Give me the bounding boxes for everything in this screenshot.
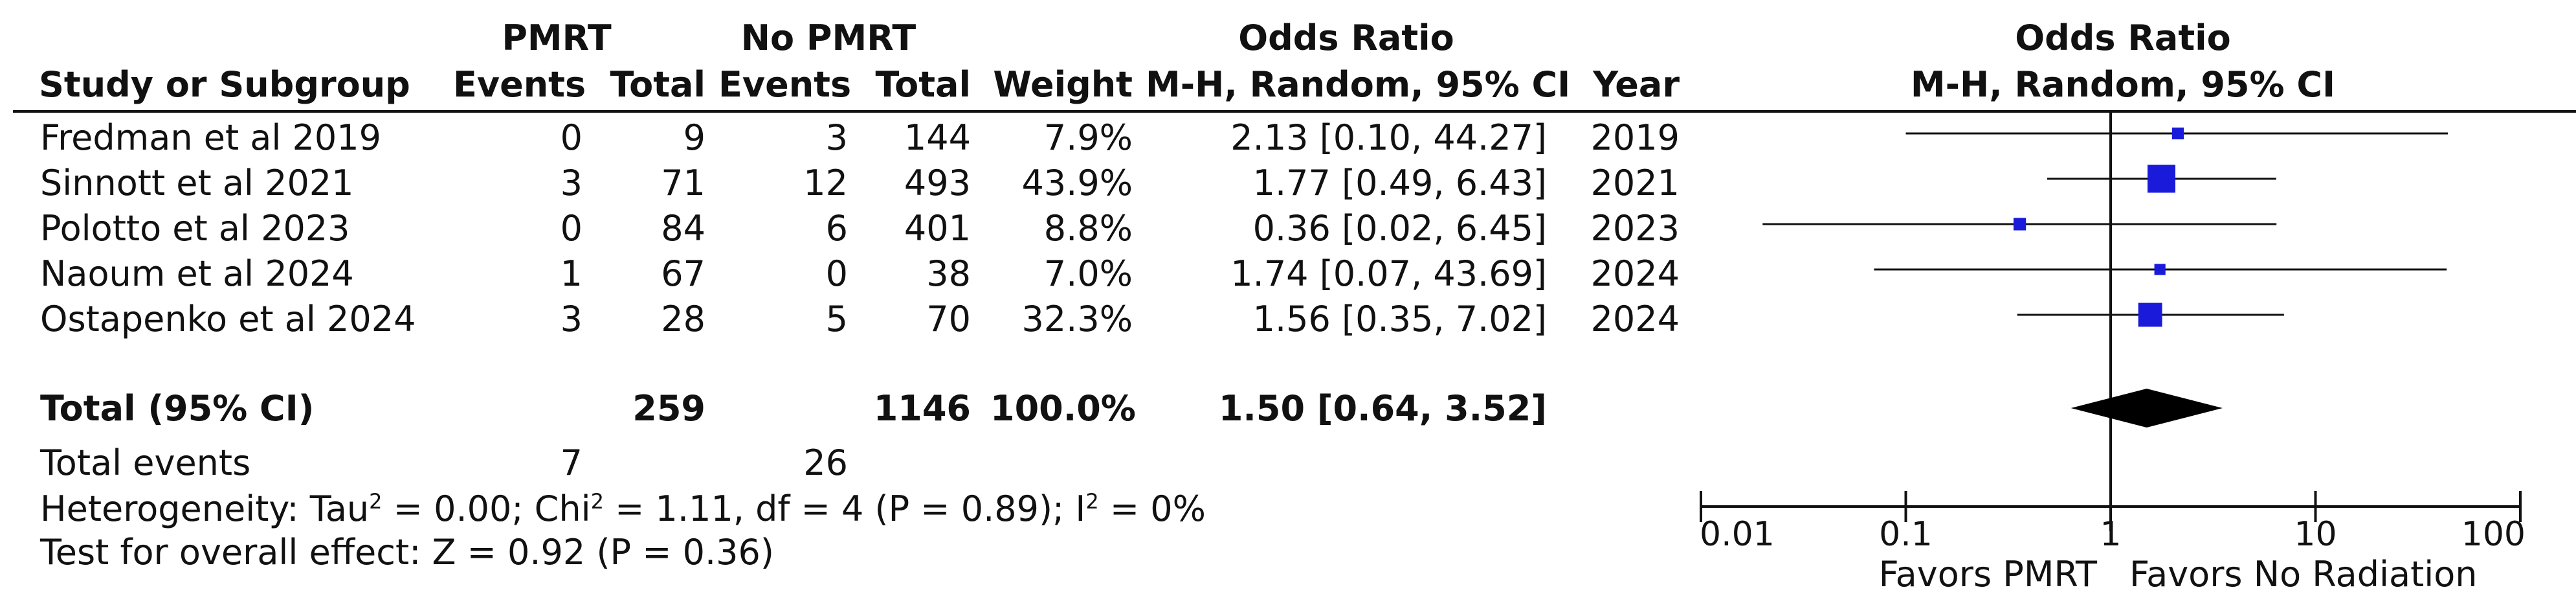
- weight-cell: 32.3%: [1021, 299, 1133, 339]
- x-tick-label: 10: [2294, 515, 2337, 554]
- total1-cell: 71: [661, 163, 705, 203]
- total1-cell: 84: [661, 208, 705, 249]
- ci-cell: 0.36 [0.02, 6.45]: [1252, 208, 1547, 249]
- total-weight: 100.0%: [990, 388, 1136, 429]
- weight-cell: 8.8%: [1043, 208, 1133, 249]
- weight-cell: 43.9%: [1021, 163, 1133, 203]
- header-or-table: Odds Ratio: [1238, 17, 1454, 58]
- events2-cell: 3: [825, 117, 848, 158]
- total-events1: 7: [560, 442, 583, 483]
- x-tick-label: 0.1: [1879, 515, 1933, 554]
- ci-cell: 1.56 [0.35, 7.02]: [1252, 299, 1547, 339]
- weight-cell: 7.0%: [1043, 253, 1133, 294]
- ci-cell: 2.13 [0.10, 44.27]: [1230, 117, 1547, 158]
- total1-cell: 9: [683, 117, 705, 158]
- total1-cell: 67: [661, 253, 705, 294]
- header-events1: Events: [453, 64, 586, 105]
- x-tick-label: 100: [2461, 515, 2526, 554]
- events1-cell: 1: [560, 253, 583, 294]
- x-tick-label: 1: [2100, 515, 2121, 554]
- total2-sum: 1146: [873, 388, 971, 429]
- total1-cell: 28: [661, 299, 705, 339]
- events1-cell: 0: [560, 208, 583, 249]
- study-marker: [2147, 165, 2175, 193]
- header-events2: Events: [718, 64, 852, 105]
- ci-cell: 1.77 [0.49, 6.43]: [1252, 163, 1547, 203]
- total2-cell: 38: [926, 253, 971, 294]
- year-cell: 2023: [1590, 208, 1680, 249]
- study-marker: [2171, 127, 2184, 140]
- study-name: Fredman et al 2019: [40, 117, 381, 158]
- events2-cell: 0: [825, 253, 848, 294]
- header-or-plot: Odds Ratio: [2015, 17, 2231, 58]
- pooled-diamond: [2071, 389, 2223, 428]
- ci-cell: 1.74 [0.07, 43.69]: [1230, 253, 1547, 294]
- favors-right-label: Favors No Radiation: [2129, 554, 2478, 595]
- study-name: Naoum et al 2024: [40, 253, 354, 294]
- year-cell: 2019: [1590, 117, 1680, 158]
- events1-cell: 0: [560, 117, 583, 158]
- events1-cell: 3: [560, 163, 583, 203]
- total1-sum: 259: [632, 388, 705, 429]
- events2-cell: 12: [803, 163, 848, 203]
- weight-cell: 7.9%: [1043, 117, 1133, 158]
- header-group2: No PMRT: [740, 17, 916, 58]
- header-study: Study or Subgroup: [39, 64, 410, 105]
- total-events-label: Total events: [40, 442, 251, 483]
- favors-left-label: Favors PMRT: [1878, 554, 2097, 595]
- total-events2: 26: [803, 442, 848, 483]
- header-total1: Total: [610, 64, 705, 105]
- x-tick-label: 0.01: [1700, 515, 1775, 554]
- header-method: M-H, Random, 95% CI: [1146, 64, 1571, 105]
- pooled-ci: 1.50 [0.64, 3.52]: [1218, 388, 1547, 429]
- year-cell: 2021: [1590, 163, 1680, 203]
- study-marker: [2013, 218, 2026, 231]
- header-group1: PMRT: [502, 17, 612, 58]
- study-marker: [2138, 302, 2162, 327]
- total2-cell: 493: [904, 163, 971, 203]
- header-total2: Total: [875, 64, 971, 105]
- study-name: Ostapenko et al 2024: [40, 299, 416, 339]
- total2-cell: 401: [904, 208, 971, 249]
- study-marker: [2154, 264, 2166, 275]
- heterogeneity-text: Heterogeneity: Tau2 = 0.00; Chi2 = 1.11,…: [40, 488, 1206, 529]
- header-plot-method: M-H, Random, 95% CI: [1910, 64, 2336, 105]
- header-year: Year: [1593, 64, 1680, 105]
- study-name: Polotto et al 2023: [40, 208, 350, 249]
- header-divider: [13, 110, 2576, 113]
- total-label: Total (95% CI): [40, 388, 315, 429]
- total2-cell: 70: [926, 299, 971, 339]
- year-cell: 2024: [1590, 253, 1680, 294]
- events2-cell: 5: [825, 299, 848, 339]
- events1-cell: 3: [560, 299, 583, 339]
- year-cell: 2024: [1590, 299, 1680, 339]
- study-name: Sinnott et al 2021: [40, 163, 354, 203]
- header-weight: Weight: [993, 64, 1133, 105]
- events2-cell: 6: [825, 208, 848, 249]
- total2-cell: 144: [904, 117, 971, 158]
- overall-effect-text: Test for overall effect: Z = 0.92 (P = 0…: [40, 532, 774, 573]
